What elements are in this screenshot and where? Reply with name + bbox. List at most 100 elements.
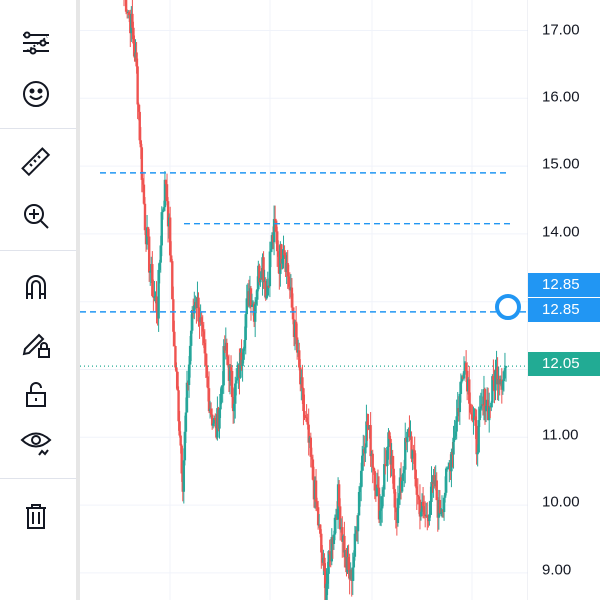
candle-body [219, 393, 222, 410]
candle-body [429, 502, 432, 515]
candle-body [207, 388, 211, 412]
candle-body [159, 245, 162, 263]
candle-body [274, 220, 278, 232]
trend-line-tools-icon[interactable] [14, 20, 58, 64]
candle-body [478, 408, 481, 421]
candle-body [179, 435, 182, 446]
candle-body [136, 66, 139, 105]
candle-body [218, 409, 221, 429]
candle-body [200, 317, 203, 325]
candle-body [191, 310, 194, 331]
candle-body [210, 414, 214, 426]
hline-drag-handle[interactable] [495, 294, 521, 320]
candle-body [443, 492, 447, 498]
candle-body [222, 346, 225, 386]
candle-body [294, 321, 298, 338]
unlock-icon[interactable] [14, 372, 58, 416]
candle-body [256, 289, 259, 300]
candle-body [330, 536, 333, 562]
candle-body [189, 330, 193, 346]
magnet-icon[interactable] [14, 266, 58, 310]
candle-body [228, 367, 232, 381]
price-tick-label: 10.00 [542, 493, 580, 511]
candle-body [262, 257, 265, 283]
candle-body [273, 219, 277, 221]
candle-body [160, 212, 163, 246]
candle-body [287, 276, 290, 287]
candle-body [428, 514, 431, 522]
toolbar-separator [0, 128, 76, 129]
candle-body [426, 515, 429, 518]
candle-body [341, 527, 344, 542]
candle-body [303, 411, 306, 418]
candle-body [213, 418, 216, 424]
candle-body [240, 352, 243, 367]
candle-body [380, 496, 384, 509]
candle-body [414, 469, 417, 487]
candle-body [352, 556, 356, 568]
candle-body [187, 364, 191, 386]
candle-body [444, 468, 448, 493]
horizontal-lines[interactable] [80, 172, 528, 367]
candle-body [456, 408, 459, 417]
candle-body [366, 421, 369, 426]
candle-body [203, 342, 207, 354]
candle-body [480, 404, 484, 407]
hide-drawings-eye-icon[interactable] [14, 420, 58, 464]
ruler-icon[interactable] [14, 140, 58, 184]
candle-body [295, 337, 299, 353]
candle-body [133, 43, 136, 58]
candle-body [343, 535, 346, 558]
candle-body [450, 451, 453, 472]
candle-body [164, 179, 168, 185]
candle-body [193, 305, 196, 314]
zoom-in-icon[interactable] [14, 194, 58, 238]
candle-body [379, 508, 383, 511]
toolbar-separator [0, 478, 76, 479]
candle-body [410, 436, 413, 459]
candle-body [245, 298, 248, 315]
candle-body [299, 367, 302, 385]
candle-body [286, 263, 289, 277]
candle-body [415, 486, 418, 495]
candle-body [314, 480, 318, 502]
candle-body [356, 515, 360, 532]
candle-body [347, 557, 350, 570]
candle-body [140, 147, 144, 180]
candle-body [258, 265, 261, 283]
candle-body [365, 421, 368, 448]
candle-body [438, 500, 442, 514]
candle-body [149, 271, 152, 273]
lock-drawing-pencil-icon[interactable] [14, 322, 58, 366]
candlestick-series [123, 0, 508, 600]
candle-body [323, 557, 326, 572]
candle-body [280, 244, 283, 264]
trash-icon[interactable] [14, 494, 58, 538]
candle-body [462, 371, 466, 379]
candle-body [221, 385, 224, 387]
candle-body [388, 432, 391, 439]
candle-body [389, 438, 392, 465]
candle-body [304, 417, 307, 419]
candle-body [214, 418, 217, 420]
emoji-icon[interactable] [14, 72, 58, 116]
candle-body [244, 314, 247, 341]
candle-body [157, 269, 160, 319]
candle-body [416, 494, 420, 497]
candle-body [442, 497, 446, 513]
candle-body [277, 251, 280, 257]
candle-body [403, 469, 406, 474]
candle-body [205, 365, 209, 378]
candle-body [369, 425, 372, 457]
candle-body [472, 418, 475, 420]
candle-body [319, 524, 322, 534]
candle-body [357, 491, 361, 516]
candle-body [209, 408, 213, 415]
candle-body [320, 533, 323, 553]
candle-body [400, 480, 404, 492]
candle-body [392, 468, 395, 490]
candle-body [168, 217, 172, 256]
candle-body [250, 305, 254, 307]
candle-body [155, 296, 158, 312]
candle-body [430, 482, 433, 503]
